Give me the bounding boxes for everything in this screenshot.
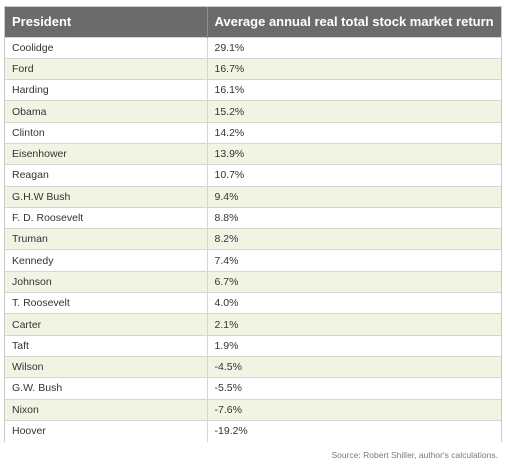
table-row: Truman 8.2% [5, 228, 501, 250]
table-row: Obama 15.2% [5, 100, 501, 123]
cell-return: 14.2% [206, 121, 501, 144]
table-row: Hoover -19.2% [5, 419, 501, 442]
cell-return: 9.4% [206, 185, 501, 208]
table-row: Eisenhower 13.9% [5, 142, 501, 165]
cell-president: Kennedy [5, 249, 207, 272]
cell-return: 2.1% [206, 313, 501, 336]
column-header-return: Average annual real total stock market r… [206, 7, 501, 37]
cell-president: Clinton [5, 121, 207, 144]
column-header-president: President [5, 7, 207, 37]
table-row: Clinton 14.2% [5, 121, 501, 144]
table-body: Coolidge 29.1% Ford 16.7% Harding 16.1% Obama 1… [5, 36, 501, 442]
table-row: Johnson 6.7% [5, 270, 501, 293]
table-row: T. Roosevelt 4.0% [5, 292, 501, 314]
table-row: F. D. Roosevelt 8.8% [5, 206, 501, 229]
cell-return: 8.2% [206, 228, 501, 250]
cell-return: -5.5% [206, 377, 501, 400]
cell-president: Nixon [5, 398, 207, 421]
table-row: Ford 16.7% [5, 57, 501, 80]
returns-table-frame: President Average annual real total stoc… [4, 6, 502, 442]
table-row: G.H.W Bush 9.4% [5, 185, 501, 208]
table-row: Harding 16.1% [5, 79, 501, 101]
cell-president: Reagan [5, 164, 207, 187]
cell-return: 16.1% [206, 79, 501, 101]
cell-return: 15.2% [206, 100, 501, 123]
cell-president: Johnson [5, 270, 207, 293]
cell-president: Taft [5, 334, 207, 357]
table-row: Carter 2.1% [5, 313, 501, 336]
cell-president: Ford [5, 57, 207, 80]
cell-president: G.H.W Bush [5, 185, 207, 208]
cell-president: Hoover [5, 419, 207, 442]
cell-return: 6.7% [206, 270, 501, 293]
cell-president: Carter [5, 313, 207, 336]
table-row: Kennedy 7.4% [5, 249, 501, 272]
table-row: Wilson -4.5% [5, 355, 501, 378]
cell-return: -4.5% [206, 355, 501, 378]
cell-president: Obama [5, 100, 207, 123]
cell-president: F. D. Roosevelt [5, 206, 207, 229]
table-row: G.W. Bush -5.5% [5, 377, 501, 400]
cell-president: Harding [5, 79, 207, 101]
cell-president: Wilson [5, 355, 207, 378]
table-row: Taft 1.9% [5, 334, 501, 357]
table-header-row: President Average annual real total stoc… [5, 7, 501, 37]
cell-return: 8.8% [206, 206, 501, 229]
cell-return: 13.9% [206, 142, 501, 165]
table-row: Coolidge 29.1% [5, 36, 501, 59]
cell-return: 29.1% [206, 36, 501, 59]
cell-president: Eisenhower [5, 142, 207, 165]
cell-president: T. Roosevelt [5, 292, 207, 314]
cell-return: 1.9% [206, 334, 501, 357]
cell-president: Coolidge [5, 36, 207, 59]
cell-return: 16.7% [206, 57, 501, 80]
cell-return: -7.6% [206, 398, 501, 421]
table-row: Nixon -7.6% [5, 398, 501, 421]
table-row: Reagan 10.7% [5, 164, 501, 187]
cell-return: 4.0% [206, 292, 501, 314]
cell-president: Truman [5, 228, 207, 250]
cell-return: 10.7% [206, 164, 501, 187]
cell-president: G.W. Bush [5, 377, 207, 400]
cell-return: 7.4% [206, 249, 501, 272]
cell-return: -19.2% [206, 419, 501, 442]
returns-table: President Average annual real total stoc… [5, 7, 501, 442]
source-note: Source: Robert Shiller, author's calcula… [331, 450, 498, 460]
